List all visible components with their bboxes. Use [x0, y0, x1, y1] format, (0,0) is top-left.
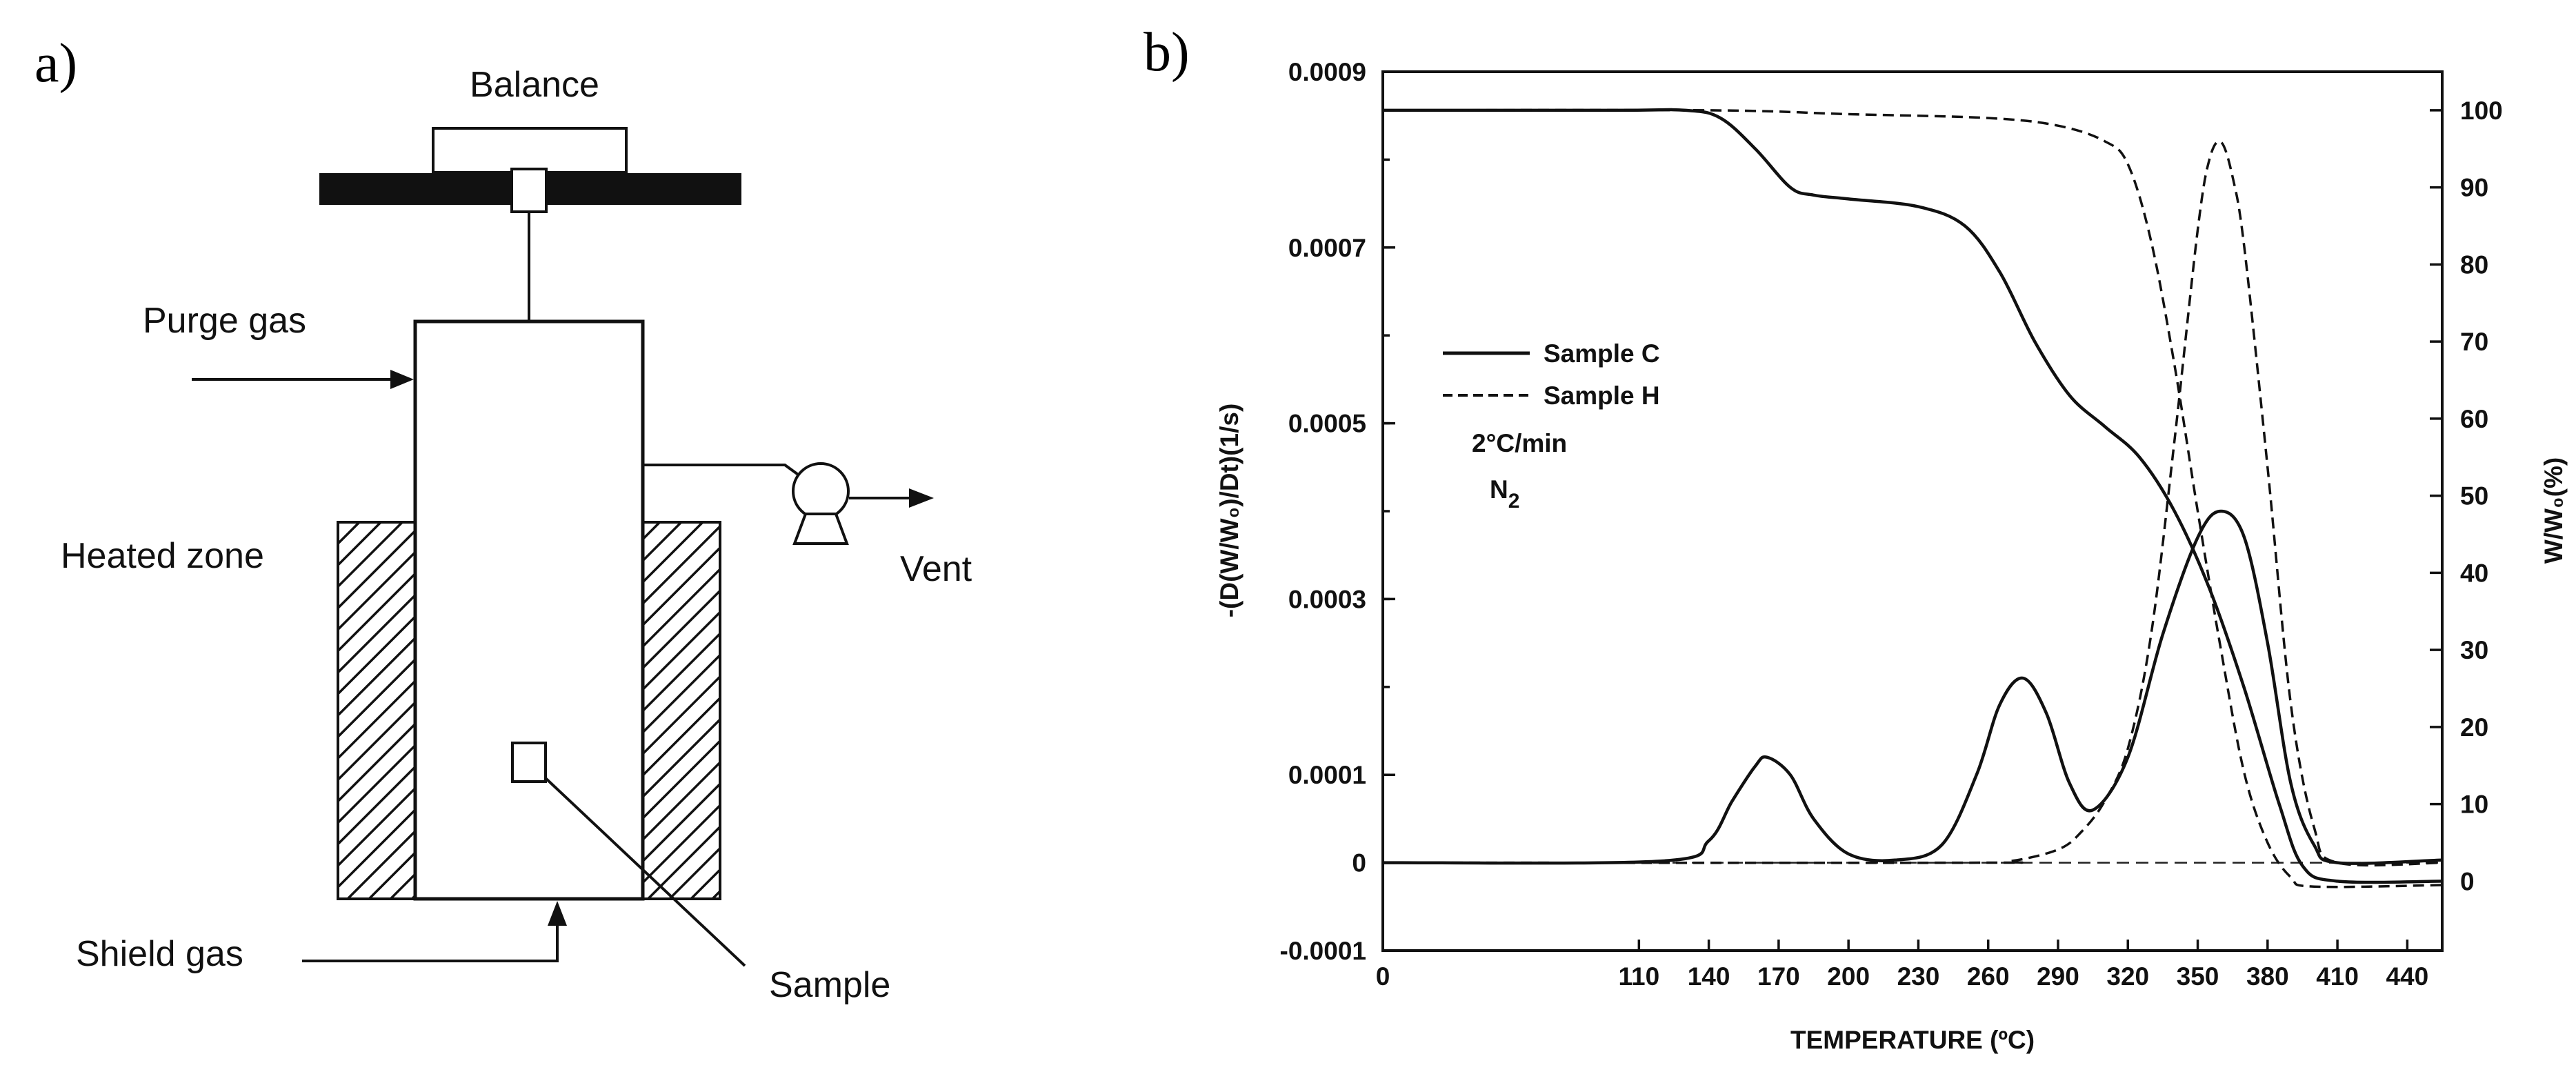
vent-pump-icon [792, 462, 850, 520]
right-y-tick-label: 80 [2460, 250, 2488, 279]
left-y-axis-ticks: 0.0009 0.0007 0.0005 0.0003 0.0001 0 -0.0001 [1280, 58, 1395, 965]
right-y-tick-label: 30 [2460, 636, 2488, 664]
shield-gas-arrow-shaft [302, 924, 559, 962]
vent-pump-base [792, 513, 849, 545]
right-y-tick-label: 0 [2460, 867, 2475, 895]
left-y-tick-label: 0 [1352, 849, 1366, 877]
x-tick-label: 440 [2386, 962, 2428, 991]
balance-box [432, 127, 628, 174]
x-tick-label: 200 [1827, 962, 1870, 991]
purge-gas-arrow-head [390, 370, 414, 389]
x-axis-ticks: 0 110 140 170 200 230 260 290 320 350 380 410 440 [1376, 940, 2428, 991]
sample-label: Sample [769, 965, 890, 1005]
x-tick-label: 170 [1757, 962, 1800, 991]
x-tick-label: 410 [2316, 962, 2359, 991]
legend-heating-rate: 2°C/min [1472, 429, 1567, 457]
x-tick-label: 290 [2037, 962, 2079, 991]
vent-arrow-head [909, 488, 934, 508]
panel-a-diagram: a) Balance Sample Purge gas Vent Heated … [34, 33, 972, 1005]
sample-pan [511, 742, 547, 783]
balance-hook [510, 168, 548, 213]
x-tick-label: 350 [2177, 962, 2219, 991]
right-y-tick-label: 20 [2460, 713, 2488, 742]
right-y-tick-label: 10 [2460, 791, 2488, 819]
right-y-tick-label: 100 [2460, 97, 2503, 125]
x-axis-label: TEMPERATURE (ºC) [1790, 1026, 2035, 1054]
legend-atmosphere: N2 [1490, 475, 1519, 513]
left-y-tick-label: 0.0005 [1288, 410, 1366, 438]
series-line-sample-h-rate [1382, 140, 2443, 867]
series-line-sample-c-mass [1383, 108, 2443, 884]
left-y-tick-label: 0.0003 [1288, 585, 1366, 613]
heated-zone-right [641, 521, 721, 900]
x-tick-label: 320 [2106, 962, 2149, 991]
left-y-tick-label: -0.0001 [1280, 937, 1367, 965]
panel-b-letter: b) [1144, 22, 1190, 83]
series-line-sample-h-mass [1382, 108, 2443, 889]
legend-label-sample-c: Sample C [1544, 339, 1660, 368]
left-y-tick-label: 0.0001 [1288, 761, 1366, 789]
x-tick-label: 380 [2246, 962, 2289, 991]
vent-label: Vent [900, 549, 972, 589]
right-y-tick-label: 90 [2460, 174, 2488, 202]
right-y-axis-label: W/W₀(%) [2539, 457, 2568, 564]
furnace-tube [413, 319, 645, 901]
shield-gas-arrow-head [548, 901, 567, 926]
left-y-axis-label: -(D(W/W₀)/Dt)(1/s) [1215, 404, 1244, 618]
heated-zone-left [337, 521, 417, 900]
x-tick-label: 260 [1967, 962, 2010, 991]
balance-label: Balance [470, 65, 599, 105]
x-tick-label: 230 [1897, 962, 1940, 991]
series-layer [1382, 108, 2443, 889]
vent-pipe [643, 464, 801, 477]
left-y-tick-label: 0.0009 [1288, 58, 1366, 86]
x-tick-label: 0 [1376, 962, 1390, 991]
left-y-tick-label: 0.0007 [1288, 234, 1366, 262]
x-tick-label: 110 [1618, 962, 1659, 991]
panel-a-letter: a) [34, 33, 77, 94]
right-y-tick-label: 60 [2460, 405, 2488, 433]
panel-b-chart: b) 0 110 140 170 200 230 260 290 320 350 380 410 440… [1144, 22, 2568, 1054]
x-tick-label: 140 [1688, 962, 1730, 991]
shield-gas-label: Shield gas [76, 934, 243, 974]
series-line-sample-c-rate [1382, 509, 2443, 865]
heated-zone-label: Heated zone [61, 536, 264, 576]
purge-gas-label: Purge gas [143, 301, 306, 341]
right-y-tick-label: 40 [2460, 559, 2488, 587]
legend-label-sample-h: Sample H [1544, 381, 1660, 410]
right-y-tick-label: 50 [2460, 482, 2488, 510]
sample-leader-line [544, 777, 746, 967]
legend: Sample C Sample H 2°C/min N2 [1443, 339, 1660, 513]
right-y-tick-label: 70 [2460, 328, 2488, 356]
